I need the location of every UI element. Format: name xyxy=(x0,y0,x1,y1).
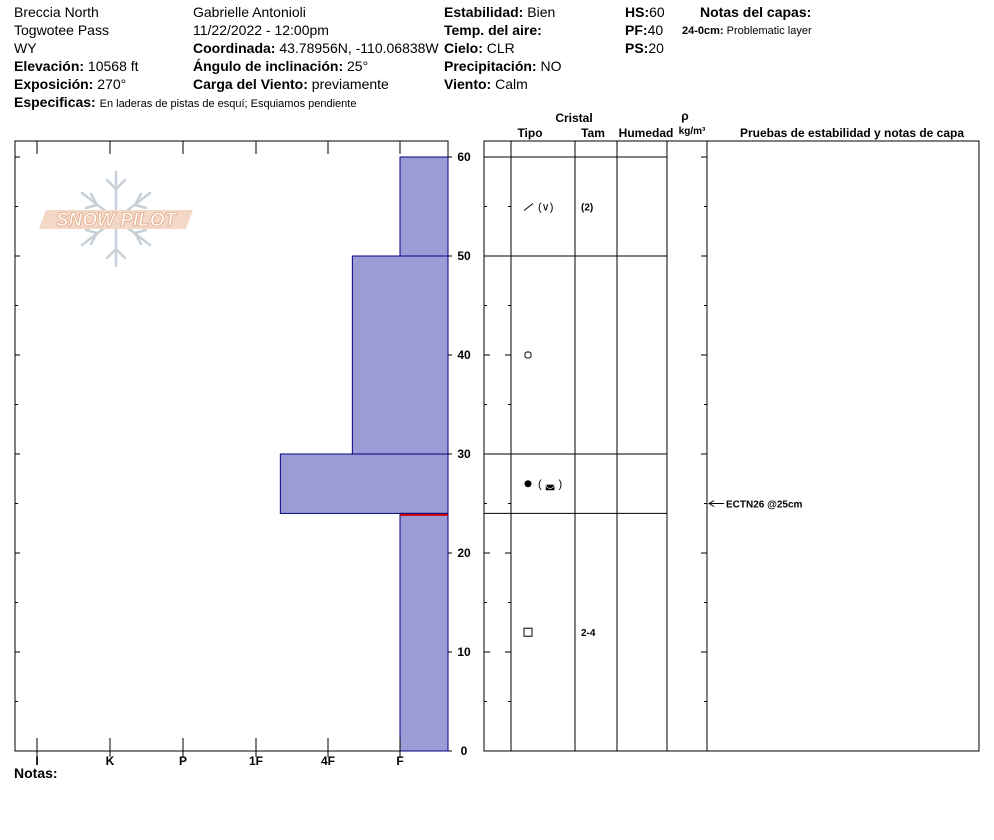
pf-value: 40 xyxy=(647,22,664,38)
airtemp-label: Temp. del aire: xyxy=(444,22,542,38)
logo-text: SNOW PILOT xyxy=(56,210,178,231)
hardness-tick-label: 1F xyxy=(249,754,263,768)
sky: Cielo: CLR xyxy=(444,39,515,57)
elevation: Elevación: 10568 ft xyxy=(14,57,139,75)
hardness-tick-label: I xyxy=(35,754,38,768)
hs-value: 60 xyxy=(649,4,665,20)
slope-label: Ángulo de inclinación: xyxy=(193,58,344,74)
aspect-label: Exposición: xyxy=(14,76,94,92)
slope-value: 25° xyxy=(347,58,369,74)
crystal-size: (2) xyxy=(581,203,593,214)
rounded-grains-icon xyxy=(524,351,532,359)
ps: PS:20 xyxy=(625,39,664,57)
depth-tick-label: 30 xyxy=(457,447,471,461)
hardness-tick-label: F xyxy=(396,754,403,768)
precip-value: NO xyxy=(540,58,562,74)
hs-label: HS: xyxy=(625,4,650,20)
hardness-bar xyxy=(399,512,449,752)
layer-notes-title: Notas del capas: xyxy=(700,3,811,21)
hardness-bar xyxy=(351,255,449,455)
windload-value: previamente xyxy=(311,76,389,92)
depth-tick-label: 40 xyxy=(457,348,471,362)
ps-label: PS: xyxy=(625,40,649,56)
wind-value: Calm xyxy=(495,76,528,92)
type-header: Tipo xyxy=(517,126,542,140)
crystal-symbols: (∨) (2) ( ◛ ) 2-4 xyxy=(523,202,596,639)
precipitation: Precipitación: NO xyxy=(444,57,561,75)
hardness-tick-label: K xyxy=(106,754,115,768)
melt-forms-icon xyxy=(524,480,532,488)
ps-value: 20 xyxy=(648,40,664,56)
observer: Gabrielle Antonioli xyxy=(193,4,306,20)
notes-label: Notas: xyxy=(14,765,58,781)
location-area: Togwotee Pass xyxy=(14,22,109,38)
table-ticks xyxy=(484,156,707,752)
stability-tests: ECTN26 @25cm xyxy=(708,500,803,511)
hardness-tick-label: 4F xyxy=(321,754,335,768)
crystal-size: 2-4 xyxy=(581,628,596,639)
table-column-lines xyxy=(510,141,708,751)
depth-tick-label: 20 xyxy=(457,546,471,560)
tests-header: Pruebas de estabilidad y notas de capa xyxy=(740,126,964,140)
depth-axis: 0 10 20 30 40 50 60 xyxy=(448,150,471,758)
precip-label: Precipitación: xyxy=(444,58,537,74)
wind: Viento: Calm xyxy=(444,75,528,93)
rho-header: ρ xyxy=(681,109,688,123)
crystal-header: Cristal xyxy=(555,111,592,125)
depth-tick-label: 50 xyxy=(457,249,471,263)
wind-label: Viento: xyxy=(444,76,492,92)
datetime: 11/22/2022 - 12:00pm xyxy=(193,22,329,38)
hardness-bar xyxy=(399,156,449,257)
sky-value: CLR xyxy=(486,40,515,56)
depth-tick-label: 60 xyxy=(457,150,471,164)
test-label: ECTN26 @25cm xyxy=(726,500,803,511)
hardness-bars xyxy=(279,156,449,752)
stability-value: Bien xyxy=(527,4,556,20)
aspect: Exposición: 270° xyxy=(14,75,126,93)
layer-note-depth: 24-0cm: xyxy=(682,25,724,37)
layer-note-text: Problematic layer xyxy=(726,25,812,37)
stability: Estabilidad: Bien xyxy=(444,3,555,21)
size-header: Tam xyxy=(581,126,605,140)
moisture-header: Humedad xyxy=(619,126,674,140)
snowpilot-logo: SNOW PILOT xyxy=(39,170,193,268)
specifics-label: Especificas: xyxy=(14,94,96,110)
layer-notes-label: Notas del capas: xyxy=(700,4,812,20)
precipitation-particles-icon xyxy=(523,203,534,211)
hardness-tick-label: P xyxy=(179,754,187,768)
crystal-secondary: ( ◛ ) xyxy=(538,479,562,491)
density-unit-header: kg/m³ xyxy=(679,126,706,137)
stability-label: Estabilidad: xyxy=(444,4,524,20)
hardness-bar xyxy=(279,453,449,514)
left-axis-ticks xyxy=(15,141,401,752)
depth-tick-label: 0 xyxy=(461,744,468,758)
air-temp: Temp. del aire: xyxy=(444,21,542,39)
location-name: Breccia North xyxy=(14,4,99,20)
aspect-value: 270° xyxy=(97,76,127,92)
elevation-label: Elevación: xyxy=(14,58,85,74)
coord-label: Coordinada: xyxy=(193,40,276,56)
depth-tick-label: 10 xyxy=(457,645,471,659)
test-arrow-head xyxy=(708,500,715,507)
layer-row-lines xyxy=(484,156,667,514)
pf-label: PF: xyxy=(625,22,648,38)
specifics-value: En laderas de pistas de esquí; Esquiamos… xyxy=(99,98,357,110)
table-frame xyxy=(483,140,980,752)
specifics: Especificas: En laderas de pistas de esq… xyxy=(14,93,356,113)
windload-label: Carga del Viento: xyxy=(193,76,308,92)
layer-note: 24-0cm: Problematic layer xyxy=(682,22,812,40)
slope-angle: Ángulo de inclinación: 25° xyxy=(193,57,368,75)
wind-load: Carga del Viento: previamente xyxy=(193,75,389,93)
pf: PF:40 xyxy=(625,21,663,39)
hs: HS:60 xyxy=(625,3,665,21)
sky-label: Cielo: xyxy=(444,40,483,56)
elevation-value: 10568 ft xyxy=(87,58,139,74)
location-state: WY xyxy=(14,40,37,56)
faceted-crystals-icon xyxy=(523,627,533,637)
coord-value: 43.78956N, -110.06838W xyxy=(279,40,439,56)
crystal-secondary: (∨) xyxy=(538,202,553,214)
coordinates: Coordinada: 43.78956N, -110.06838W xyxy=(193,39,439,57)
hardness-axis: I K P 1F 4F F xyxy=(35,751,404,768)
